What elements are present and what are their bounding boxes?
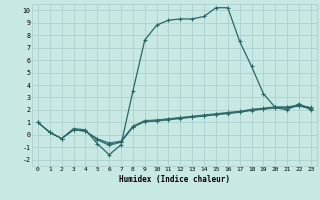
X-axis label: Humidex (Indice chaleur): Humidex (Indice chaleur) — [119, 175, 230, 184]
